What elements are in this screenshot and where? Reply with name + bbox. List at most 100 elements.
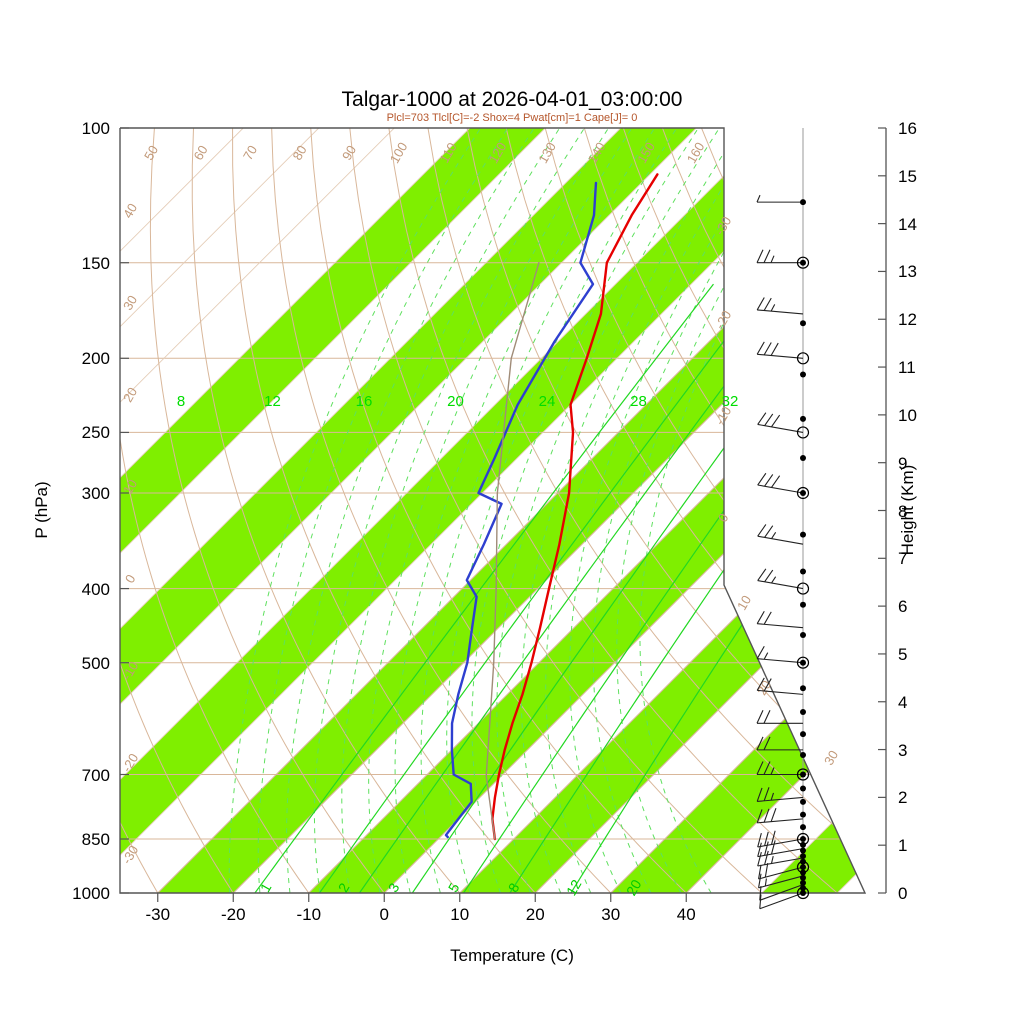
- temperature-tick-label: 40: [676, 905, 696, 924]
- moist-adiabat-line: [286, 128, 535, 893]
- mixing-ratio-label: 12: [563, 877, 585, 899]
- wind-barb: [757, 568, 804, 590]
- barb-full: [763, 736, 771, 751]
- height-tick-label: 0: [898, 884, 908, 903]
- wind-level-dot: [800, 847, 806, 854]
- barb-half: [763, 652, 769, 660]
- barb-full: [756, 297, 765, 311]
- wind-barb: [757, 472, 804, 494]
- height-tick-label: 14: [898, 214, 917, 234]
- moist-adiabat-line: [368, 128, 609, 893]
- dry-adiabat-label: 70: [240, 143, 260, 163]
- barb-full: [756, 610, 765, 624]
- moist-adiabat-label: 32: [722, 393, 739, 410]
- temperature-tick-label: 30: [601, 905, 621, 924]
- isotherm-line-minor: [120, 128, 622, 893]
- barb-shaft: [757, 484, 804, 494]
- moist-adiabat-line: [420, 128, 656, 893]
- wind-barb: [757, 830, 804, 848]
- barb-full: [756, 809, 763, 824]
- wind-level-dot: [800, 824, 806, 831]
- barb-full: [763, 342, 772, 356]
- barb-full: [756, 710, 764, 724]
- wind-barb: [756, 249, 803, 264]
- barb-shaft: [757, 423, 804, 433]
- shaded-band: [459, 128, 865, 893]
- barb-half: [770, 767, 775, 775]
- barb-full: [757, 851, 762, 867]
- wind-level-dot: [800, 864, 806, 871]
- pressure-tick-label: 700: [81, 765, 110, 785]
- pressure-tick-label: 200: [81, 349, 110, 369]
- wind-barb: [756, 761, 803, 776]
- barb-full: [770, 840, 776, 855]
- barb-shaft: [757, 623, 804, 629]
- pressure-tick-label: 250: [81, 423, 110, 443]
- dry-adiabat-line: [271, 128, 612, 893]
- height-tick-label: 1: [898, 836, 908, 856]
- wind-level-ring: [796, 860, 810, 874]
- wind-level-dot: [800, 853, 806, 860]
- wind-level-ring: [796, 582, 810, 595]
- wind-level-ring: [796, 256, 810, 269]
- barb-half: [770, 856, 774, 864]
- dry-adiabat-line: [310, 128, 687, 893]
- barb-shaft: [757, 535, 804, 545]
- barb-full: [764, 850, 769, 865]
- pressure-tick-label: 400: [81, 579, 110, 599]
- temperature-tick-label: -10: [296, 905, 322, 924]
- wind-level-ring: [796, 656, 810, 669]
- x-axis-label: Temperature (C): [450, 946, 574, 965]
- dry-adiabat-label: 160: [684, 140, 708, 166]
- wind-level-ring: [796, 486, 810, 500]
- height-tick-label: 2: [898, 788, 908, 808]
- moist-adiabat-label: 28: [630, 393, 647, 410]
- wind-level-dot: [800, 798, 806, 805]
- moist-adiabat-line: [569, 128, 780, 893]
- dry-adiabat-line: [349, 128, 763, 893]
- height-tick-label: 16: [898, 119, 917, 138]
- barb-full: [771, 414, 781, 428]
- dry-adiabat-line: [191, 128, 461, 893]
- height-tick-label: 10: [898, 405, 917, 425]
- profile-temperature-line: [491, 173, 659, 841]
- pressure-tick-label: 1000: [72, 884, 110, 903]
- wind-barb: [756, 710, 803, 724]
- wind-barb: [758, 862, 804, 880]
- dry-adiabat-line: [120, 128, 310, 893]
- barb-full: [764, 831, 769, 846]
- barb-shaft: [757, 689, 804, 695]
- temperature-tick-label: 0: [379, 905, 389, 924]
- wind-barb: [759, 884, 804, 901]
- barb-full: [770, 830, 776, 845]
- wind-level-dot: [800, 874, 806, 881]
- wind-level-ring: [796, 832, 810, 846]
- mixing-ratio-line: [411, 283, 844, 893]
- pressure-tick-label: 100: [81, 119, 110, 138]
- barb-full: [757, 524, 767, 537]
- wind-barb: [757, 412, 804, 433]
- height-tick-label: 15: [898, 166, 917, 186]
- barb-full: [764, 525, 774, 538]
- height-tick-label: 8: [898, 501, 908, 521]
- isotherm-line-minor: [120, 128, 395, 893]
- barb-half: [756, 194, 761, 203]
- isotherm-label-left: 0: [122, 572, 139, 586]
- isotherm-label-right: 10: [734, 593, 754, 613]
- wind-level-dot: [800, 199, 806, 206]
- moist-adiabat-label: 12: [264, 393, 281, 410]
- barb-full: [759, 894, 762, 909]
- wind-level-dot: [800, 454, 806, 461]
- barb-full: [771, 475, 781, 488]
- wind-level-dot: [800, 771, 806, 778]
- isotherm-line: [610, 128, 865, 893]
- isotherm-label-right: -20: [712, 308, 734, 332]
- isotherm-line: [232, 128, 865, 893]
- isotherm-line-minor: [120, 128, 848, 893]
- barb-full: [764, 841, 769, 856]
- dry-adiabat-line: [149, 128, 385, 893]
- wind-level-dot: [800, 531, 806, 538]
- pressure-tick-label: 300: [81, 483, 110, 503]
- wind-barb: [756, 610, 804, 629]
- dry-adiabat-label: 100: [387, 140, 411, 166]
